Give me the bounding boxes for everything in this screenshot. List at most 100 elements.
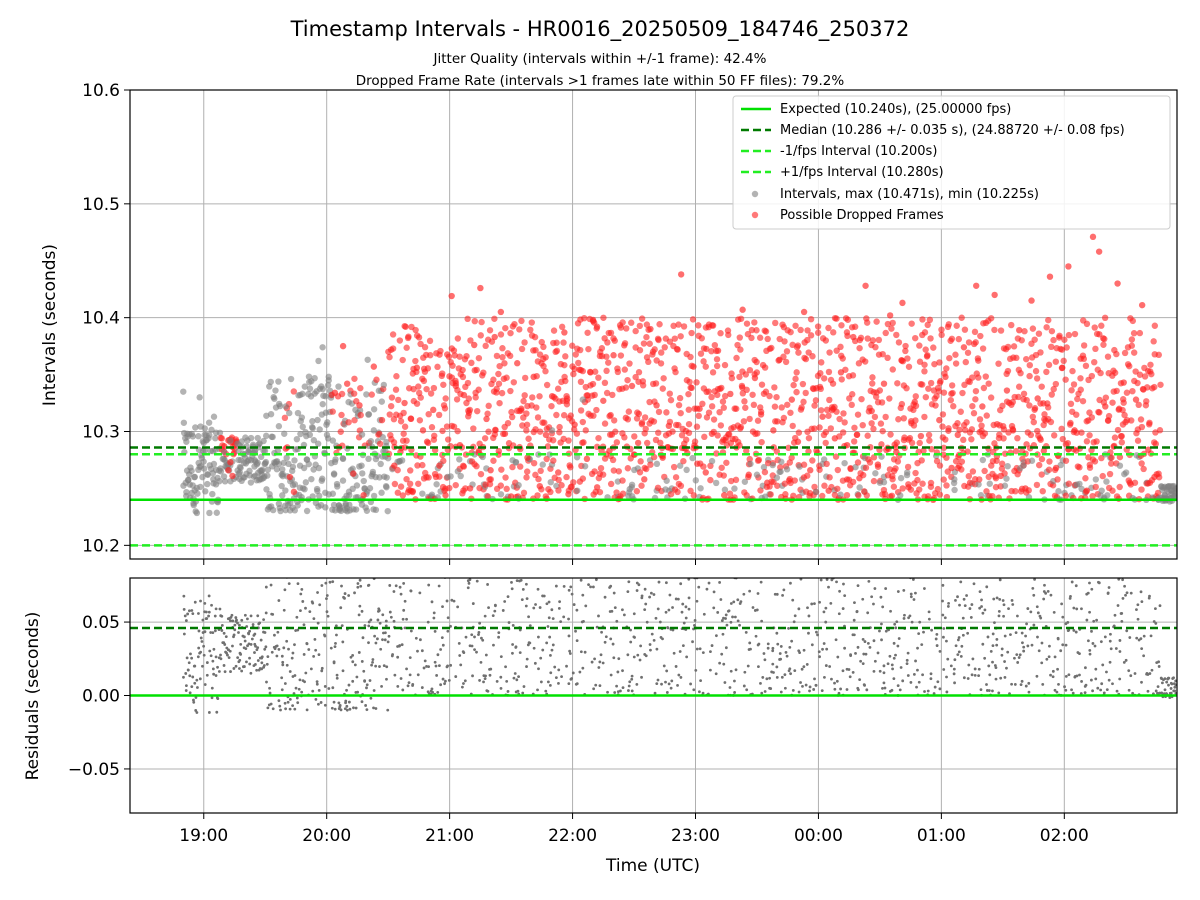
- residual-point: [680, 610, 684, 614]
- dropped-frame-point: [862, 282, 869, 289]
- residual-point: [1035, 674, 1039, 678]
- legend-label-dropped: Possible Dropped Frames: [780, 208, 944, 223]
- residual-point: [562, 615, 566, 619]
- residual-point: [1041, 682, 1045, 686]
- residual-point: [337, 701, 341, 705]
- residual-point: [345, 704, 349, 708]
- residual-point: [407, 681, 411, 685]
- dropped-frame-point: [412, 357, 419, 365]
- dropped-frame-point: [753, 358, 760, 366]
- dropped-frame-point: [427, 390, 435, 397]
- dropped-frame-point: [542, 431, 550, 439]
- dropped-frame-point: [751, 319, 758, 326]
- residual-point: [640, 594, 644, 598]
- residual-point: [1002, 603, 1006, 607]
- dropped-frame-point: [922, 393, 930, 401]
- dropped-frame-point: [802, 355, 810, 363]
- residual-point: [487, 606, 490, 610]
- residual-point: [926, 689, 930, 693]
- interval-point: [213, 509, 220, 516]
- dropped-frame-point: [548, 393, 556, 400]
- residual-point: [446, 664, 450, 668]
- dropped-frame-point: [776, 335, 783, 343]
- dropped-frame-point: [1088, 414, 1096, 421]
- interval-point: [267, 378, 274, 386]
- interval-point: [1161, 492, 1168, 499]
- dropped-frame-point: [886, 312, 894, 319]
- dropped-frame-point: [431, 432, 438, 439]
- interval-point: [319, 385, 326, 393]
- dropped-frame-point: [1016, 326, 1023, 334]
- dropped-frame-point: [979, 403, 986, 410]
- dropped-frame-point: [914, 476, 921, 484]
- interval-point: [330, 470, 338, 477]
- residual-point: [733, 679, 736, 683]
- residual-point: [353, 591, 356, 595]
- residual-point: [516, 689, 520, 693]
- intervals-panel: 10.210.310.410.510.6: [82, 81, 1178, 565]
- residual-point: [1099, 688, 1103, 692]
- dropped-frame-point: [687, 487, 694, 495]
- residual-point: [212, 647, 216, 651]
- dropped-frame-point: [674, 346, 681, 353]
- interval-point: [309, 493, 316, 500]
- interval-point: [195, 433, 202, 440]
- dropped-frame-point: [1060, 357, 1067, 365]
- residual-point: [447, 678, 451, 682]
- interval-point: [1076, 480, 1083, 488]
- residual-point: [820, 689, 824, 693]
- dropped-frame-point: [920, 447, 927, 454]
- interval-point: [202, 488, 209, 495]
- dropped-frame-point: [1104, 353, 1112, 360]
- residual-point: [804, 683, 808, 687]
- residual-point: [1168, 696, 1172, 699]
- dropped-frame-point: [864, 335, 871, 342]
- residual-point: [716, 611, 720, 614]
- residual-point: [293, 707, 297, 711]
- residual-point: [927, 617, 931, 621]
- interval-point: [329, 437, 337, 444]
- residual-point: [266, 655, 270, 659]
- dropped-frame-point: [421, 344, 429, 351]
- dropped-frame-point: [569, 342, 576, 349]
- dropped-frame-point: [1123, 389, 1131, 396]
- residual-point: [720, 652, 724, 656]
- residual-point: [991, 660, 994, 664]
- interval-point: [697, 485, 704, 492]
- dropped-frame-point: [373, 376, 380, 383]
- dropped-frame-point: [660, 375, 667, 382]
- dropped-frame-point: [427, 351, 434, 359]
- residual-point: [202, 644, 206, 648]
- residual-point: [1014, 631, 1018, 635]
- dropped-frame-point: [816, 424, 823, 431]
- residual-point: [281, 663, 285, 667]
- interval-point: [200, 439, 207, 447]
- residual-point: [183, 614, 187, 618]
- residual-point: [693, 619, 697, 622]
- dropped-frame-point: [825, 368, 833, 376]
- residual-point: [266, 706, 270, 710]
- residual-point: [1129, 591, 1133, 595]
- dropped-frame-point: [926, 437, 933, 444]
- dropped-frame-point: [502, 474, 509, 481]
- residual-point: [197, 629, 201, 633]
- dropped-frame-point: [761, 468, 769, 476]
- residual-point: [739, 600, 743, 604]
- dropped-frame-point: [524, 454, 531, 461]
- dropped-frame-point: [1095, 248, 1103, 255]
- residual-point: [852, 633, 856, 637]
- interval-point: [251, 447, 259, 455]
- residual-point: [402, 608, 406, 612]
- dropped-frame-point: [671, 486, 679, 493]
- residual-point: [275, 654, 279, 658]
- dropped-frame-point: [702, 469, 709, 476]
- dropped-frame-point: [1146, 421, 1153, 428]
- residual-point: [707, 581, 711, 585]
- dropped-frame-point: [924, 321, 931, 329]
- dropped-frame-point: [1151, 473, 1158, 481]
- dropped-frame-point: [555, 487, 562, 494]
- dropped-frame-point: [921, 368, 928, 375]
- residual-point: [677, 673, 681, 677]
- residual-point: [694, 668, 698, 672]
- dropped-frame-point: [543, 381, 551, 389]
